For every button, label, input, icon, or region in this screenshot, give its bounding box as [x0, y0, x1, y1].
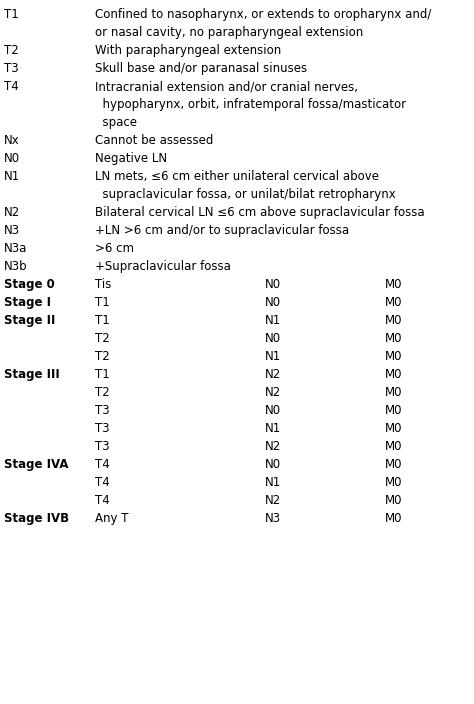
Text: N0: N0 — [265, 296, 281, 309]
Text: supraclavicular fossa, or unilat/bilat retropharynx: supraclavicular fossa, or unilat/bilat r… — [95, 188, 396, 201]
Text: T3: T3 — [4, 62, 18, 75]
Text: M0: M0 — [385, 476, 402, 489]
Text: T1: T1 — [95, 314, 110, 327]
Text: Stage 0: Stage 0 — [4, 278, 55, 291]
Text: Intracranial extension and/or cranial nerves,: Intracranial extension and/or cranial ne… — [95, 80, 358, 93]
Text: +Supraclavicular fossa: +Supraclavicular fossa — [95, 260, 231, 273]
Text: M0: M0 — [385, 494, 402, 507]
Text: T3: T3 — [95, 404, 109, 417]
Text: N2: N2 — [265, 440, 281, 453]
Text: With parapharyngeal extension: With parapharyngeal extension — [95, 44, 281, 57]
Text: N1: N1 — [265, 422, 281, 435]
Text: M0: M0 — [385, 332, 402, 345]
Text: Stage IVA: Stage IVA — [4, 458, 69, 471]
Text: M0: M0 — [385, 386, 402, 399]
Text: T1: T1 — [4, 8, 19, 21]
Text: Stage II: Stage II — [4, 314, 55, 327]
Text: N2: N2 — [265, 494, 281, 507]
Text: space: space — [95, 116, 137, 129]
Text: T2: T2 — [95, 332, 110, 345]
Text: Nx: Nx — [4, 134, 20, 147]
Text: M0: M0 — [385, 458, 402, 471]
Text: M0: M0 — [385, 368, 402, 381]
Text: N3a: N3a — [4, 242, 27, 255]
Text: N3b: N3b — [4, 260, 27, 273]
Text: N3: N3 — [265, 512, 281, 525]
Text: N0: N0 — [265, 404, 281, 417]
Text: Stage III: Stage III — [4, 368, 60, 381]
Text: Negative LN: Negative LN — [95, 152, 167, 165]
Text: N0: N0 — [265, 458, 281, 471]
Text: T4: T4 — [4, 80, 19, 93]
Text: >6 cm: >6 cm — [95, 242, 134, 255]
Text: M0: M0 — [385, 440, 402, 453]
Text: Confined to nasopharynx, or extends to oropharynx and/: Confined to nasopharynx, or extends to o… — [95, 8, 431, 21]
Text: T4: T4 — [95, 476, 110, 489]
Text: Any T: Any T — [95, 512, 128, 525]
Text: T4: T4 — [95, 494, 110, 507]
Text: N1: N1 — [4, 170, 20, 183]
Text: M0: M0 — [385, 278, 402, 291]
Text: M0: M0 — [385, 314, 402, 327]
Text: M0: M0 — [385, 404, 402, 417]
Text: or nasal cavity, no parapharyngeal extension: or nasal cavity, no parapharyngeal exten… — [95, 26, 363, 39]
Text: Stage I: Stage I — [4, 296, 51, 309]
Text: +LN >6 cm and/or to supraclavicular fossa: +LN >6 cm and/or to supraclavicular foss… — [95, 224, 349, 237]
Text: N2: N2 — [265, 386, 281, 399]
Text: LN mets, ≤6 cm either unilateral cervical above: LN mets, ≤6 cm either unilateral cervica… — [95, 170, 379, 183]
Text: N0: N0 — [4, 152, 20, 165]
Text: M0: M0 — [385, 512, 402, 525]
Text: T1: T1 — [95, 296, 110, 309]
Text: N1: N1 — [265, 314, 281, 327]
Text: T4: T4 — [95, 458, 110, 471]
Text: N0: N0 — [265, 332, 281, 345]
Text: T1: T1 — [95, 368, 110, 381]
Text: N1: N1 — [265, 350, 281, 363]
Text: Skull base and/or paranasal sinuses: Skull base and/or paranasal sinuses — [95, 62, 307, 75]
Text: T3: T3 — [95, 440, 109, 453]
Text: Tis: Tis — [95, 278, 111, 291]
Text: Stage IVB: Stage IVB — [4, 512, 69, 525]
Text: N2: N2 — [265, 368, 281, 381]
Text: T2: T2 — [95, 386, 110, 399]
Text: N2: N2 — [4, 206, 20, 219]
Text: M0: M0 — [385, 422, 402, 435]
Text: Bilateral cervical LN ≤6 cm above supraclavicular fossa: Bilateral cervical LN ≤6 cm above suprac… — [95, 206, 425, 219]
Text: N3: N3 — [4, 224, 20, 237]
Text: hypopharynx, orbit, infratemporal fossa/masticator: hypopharynx, orbit, infratemporal fossa/… — [95, 98, 406, 111]
Text: T3: T3 — [95, 422, 109, 435]
Text: T2: T2 — [4, 44, 19, 57]
Text: N0: N0 — [265, 278, 281, 291]
Text: M0: M0 — [385, 296, 402, 309]
Text: Cannot be assessed: Cannot be assessed — [95, 134, 213, 147]
Text: M0: M0 — [385, 350, 402, 363]
Text: T2: T2 — [95, 350, 110, 363]
Text: N1: N1 — [265, 476, 281, 489]
